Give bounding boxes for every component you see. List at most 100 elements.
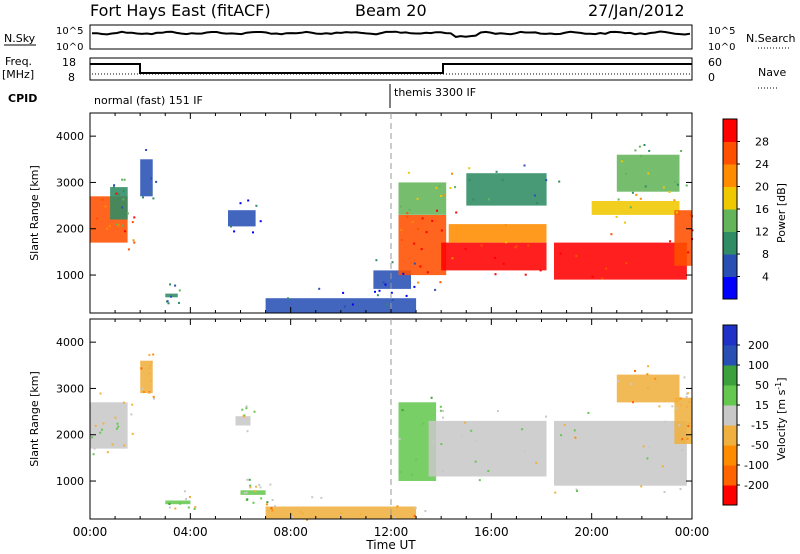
echo-speckle bbox=[117, 193, 120, 196]
echo-speckle bbox=[629, 206, 632, 209]
echo-speckle bbox=[249, 484, 252, 487]
colorbar-swatch bbox=[723, 141, 737, 165]
echo-speckle bbox=[408, 208, 411, 211]
echo-speckle bbox=[152, 197, 155, 200]
echo-speckle bbox=[647, 172, 650, 175]
echo-speckle bbox=[248, 478, 251, 481]
echo-speckle bbox=[625, 262, 628, 265]
echo-speckle bbox=[394, 516, 396, 519]
echo-speckle bbox=[678, 433, 681, 436]
echo-speckle bbox=[416, 197, 419, 200]
echo-region-3 bbox=[140, 159, 153, 197]
echo-speckle bbox=[648, 446, 651, 449]
echo-speckle bbox=[461, 434, 463, 437]
echo-speckle bbox=[495, 170, 498, 173]
echo-speckle bbox=[266, 501, 269, 504]
echo-speckle bbox=[554, 491, 557, 494]
colorbar-tick-label: 24 bbox=[755, 158, 769, 171]
echo-speckle bbox=[475, 439, 478, 442]
echo-speckle bbox=[121, 178, 124, 181]
echo-speckle bbox=[644, 185, 647, 188]
colorbar-swatch bbox=[723, 345, 737, 366]
x-tick-labels: 00:00 04:00 08:00 12:00 16:00 20:00 00:00 bbox=[73, 525, 710, 539]
echo-speckle bbox=[400, 229, 403, 232]
freq-trace bbox=[90, 63, 692, 74]
colorbar-tick-label: -15 bbox=[751, 419, 769, 432]
echo-speckle bbox=[617, 198, 620, 201]
echo-speckle bbox=[255, 485, 258, 488]
echo-speckle bbox=[640, 485, 643, 488]
x-tick-label: 16:00 bbox=[474, 525, 509, 539]
colorbar-swatch bbox=[723, 209, 737, 232]
echo-speckle bbox=[560, 434, 563, 437]
echo-speckle bbox=[442, 409, 445, 412]
echo-speckle bbox=[311, 496, 314, 499]
echo-speckle bbox=[573, 429, 576, 432]
echo-speckle bbox=[183, 490, 186, 493]
echo-speckle bbox=[122, 213, 125, 216]
echo-speckle bbox=[639, 197, 642, 200]
echo-speckle bbox=[401, 409, 404, 412]
echo-speckle bbox=[390, 291, 393, 294]
echo-speckle bbox=[178, 289, 181, 292]
echo-speckle bbox=[193, 507, 196, 510]
echo-speckle bbox=[99, 392, 102, 395]
echo-speckle bbox=[111, 443, 114, 446]
freq-panel bbox=[89, 57, 693, 81]
echo-speckle bbox=[115, 223, 118, 226]
freq-tick-top: 18 bbox=[62, 56, 76, 69]
echo-speckle bbox=[149, 379, 152, 382]
echo-speckle bbox=[95, 217, 98, 220]
echo-speckle bbox=[133, 241, 136, 244]
echo-speckle bbox=[686, 405, 689, 408]
echo-speckle bbox=[375, 259, 378, 262]
echo-speckle bbox=[576, 490, 578, 492]
echo-speckle bbox=[685, 184, 688, 187]
echo-speckle bbox=[405, 294, 408, 297]
echo-speckle bbox=[351, 303, 354, 306]
echo-speckle bbox=[639, 155, 642, 158]
echo-speckle bbox=[422, 422, 425, 425]
echo-speckle bbox=[133, 216, 136, 219]
echo-speckle bbox=[233, 230, 236, 233]
echo-speckle bbox=[148, 354, 151, 356]
echo-speckle bbox=[680, 150, 683, 152]
echo-speckle bbox=[167, 302, 170, 305]
echo-speckle bbox=[112, 186, 115, 189]
echo-speckle bbox=[454, 186, 456, 189]
colorbar-swatch bbox=[723, 186, 737, 210]
echo-region-16 bbox=[674, 210, 692, 266]
echo-speckle bbox=[174, 284, 177, 287]
echo-speckle bbox=[442, 194, 445, 197]
echo-speckle bbox=[271, 509, 274, 512]
colorbar-swatch bbox=[723, 405, 737, 426]
echo-speckle bbox=[230, 225, 232, 228]
echo-speckle bbox=[449, 187, 452, 189]
colorbar-tick-label: 8 bbox=[762, 248, 769, 261]
echo-speckle bbox=[406, 215, 409, 218]
echo-speckle bbox=[413, 285, 416, 288]
echo-speckle bbox=[246, 430, 249, 433]
echo-speckle bbox=[494, 273, 497, 276]
echo-speckle bbox=[376, 294, 379, 297]
echo-speckle bbox=[398, 437, 401, 440]
echo-speckle bbox=[246, 478, 249, 481]
echo-region-5 bbox=[240, 490, 266, 495]
echo-speckle bbox=[414, 506, 417, 509]
echo-speckle bbox=[686, 437, 689, 440]
echo-speckle bbox=[514, 246, 517, 249]
echo-speckle bbox=[431, 219, 434, 222]
echo-region-8 bbox=[428, 420, 547, 477]
echo-speckle bbox=[168, 506, 171, 509]
echo-speckle bbox=[116, 422, 119, 425]
echo-speckle bbox=[271, 499, 274, 501]
echo-speckle bbox=[99, 431, 102, 434]
echo-speckle bbox=[148, 367, 151, 370]
echo-speckle bbox=[536, 202, 539, 205]
echo-speckle bbox=[687, 425, 690, 428]
colorbar-swatch bbox=[723, 385, 737, 406]
echo-speckle bbox=[438, 185, 441, 188]
velocity-y-label: Slant Range [km] bbox=[28, 371, 41, 467]
x-tick-label: 12:00 bbox=[374, 525, 409, 539]
echo-speckle bbox=[396, 505, 399, 508]
